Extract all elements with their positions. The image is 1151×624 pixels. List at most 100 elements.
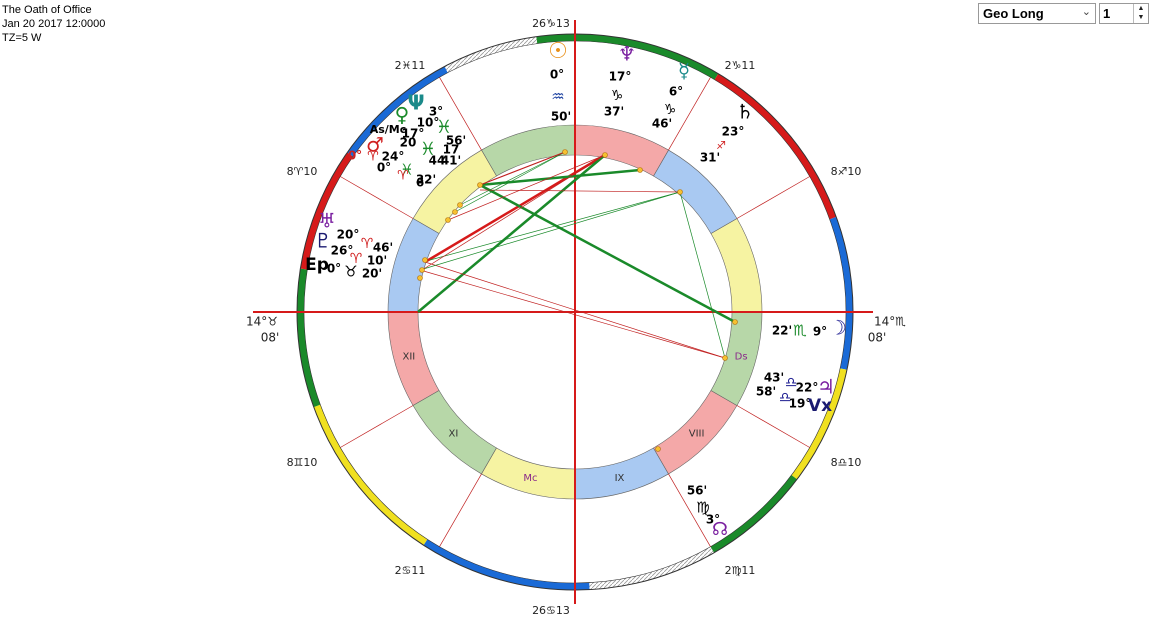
zodiac-segment — [710, 475, 798, 553]
planet-point — [562, 149, 568, 155]
cusp-line — [340, 405, 414, 448]
spinner-value: 1 — [1103, 6, 1111, 21]
planet-label: ♀ — [395, 103, 410, 127]
planet-label: ♑ — [611, 88, 624, 104]
house-segment — [710, 218, 763, 313]
asc-label: 14°♉ — [246, 315, 278, 329]
planet-label: 20° — [337, 228, 360, 242]
dsc-label: 14°♏ — [874, 315, 906, 329]
house-segment — [710, 311, 763, 406]
planet-point — [477, 182, 483, 188]
planet-label: 43' — [764, 371, 784, 385]
planet-label: 22° — [796, 381, 819, 395]
planet-label: 10' — [367, 254, 387, 268]
aspect-line — [679, 191, 726, 359]
cusp-line — [340, 176, 414, 219]
planet-point — [457, 202, 463, 208]
planet-label: 50' — [551, 110, 571, 124]
planet-point — [422, 257, 428, 263]
spinner[interactable]: 1 ▲ ▼ — [1099, 3, 1149, 24]
zodiac-segment — [829, 216, 853, 370]
planet-point — [722, 355, 728, 361]
house-segment — [387, 218, 440, 313]
asc-minutes: 08' — [261, 331, 280, 345]
chart-header: The Oath of Office Jan 20 2017 12:0000 T… — [2, 3, 105, 45]
planet-label: ☽ — [829, 316, 847, 340]
house-label: VIII — [689, 429, 705, 440]
planet-label: 56' — [446, 134, 466, 148]
planet-point — [602, 152, 608, 158]
planet-label: 22' — [772, 324, 792, 338]
planet-label: 9° — [813, 325, 827, 339]
dsc-minutes: 08' — [868, 331, 887, 345]
planet-label: 32' — [416, 173, 436, 187]
planet-label: ♉ — [344, 263, 357, 281]
house-segment — [574, 124, 669, 177]
planet-label: 20 — [400, 136, 417, 150]
cusp-label: 8♐10 — [831, 165, 862, 178]
planet-label: 6° — [669, 85, 683, 99]
planet-label: ♅ — [318, 209, 336, 233]
planet-label: 56' — [687, 484, 707, 498]
planet-label: 46' — [652, 117, 672, 131]
planet-label: ♇ — [314, 229, 332, 253]
house-segment — [412, 390, 497, 475]
cusp-label: 2♓11 — [395, 59, 426, 72]
house-segment — [653, 149, 738, 234]
planet-label: 37' — [604, 105, 624, 119]
aspect-line — [421, 154, 606, 271]
aspect-line — [459, 151, 566, 206]
zodiac-segment — [297, 268, 321, 408]
aspect-line — [479, 151, 566, 186]
planet-label: ♂ — [366, 133, 384, 157]
planet-label: 0° — [550, 68, 564, 82]
planet-label: 23° — [722, 125, 745, 139]
planet-label: ♐ — [716, 139, 726, 152]
cusp-label: 2♍11 — [725, 564, 756, 577]
planet-label: ♎ — [785, 375, 798, 391]
planet-label: ♆ — [618, 42, 636, 66]
zodiac-segment — [791, 368, 847, 480]
cusp-line — [439, 473, 482, 547]
planet-label: ☊ — [712, 519, 728, 540]
cusp-line — [736, 176, 810, 219]
zodiac-segment — [444, 36, 538, 73]
planet-label: ♈ — [350, 251, 363, 267]
planet-label: 17° — [609, 70, 632, 84]
planet-label: 6 — [416, 176, 424, 190]
aspect-line — [479, 189, 681, 193]
planet-point — [452, 209, 458, 215]
planet-label: ♏ — [793, 322, 807, 340]
planet-label: ♎ — [779, 390, 792, 406]
planet-label: 20' — [362, 267, 382, 281]
planet-label: 46' — [373, 241, 393, 255]
planet-label: 26° — [331, 244, 354, 258]
zodiac-segment — [423, 539, 590, 590]
dropdown-arrow[interactable]: ⌄ — [1081, 6, 1091, 18]
house-segment — [481, 124, 576, 177]
planet-label: Vx — [808, 396, 832, 416]
planet-point — [677, 189, 683, 195]
zodiac-segment — [714, 73, 837, 220]
house-segment — [481, 447, 576, 500]
planet-label: ♃ — [817, 375, 835, 399]
cusp-label: 26♋13 — [532, 604, 570, 617]
chart-title: The Oath of Office — [2, 4, 92, 16]
chart-timezone: TZ=5 W — [2, 32, 42, 44]
planet-point — [419, 267, 425, 273]
planet-label: ♓ — [436, 117, 452, 138]
spinner-buttons[interactable]: ▲ ▼ — [1133, 4, 1148, 23]
planet-label: As/Mc — [370, 123, 407, 136]
planet-label: ♒ — [551, 88, 564, 106]
planet-label: 3° — [429, 105, 443, 119]
zodiac-segment — [589, 546, 714, 590]
cusp-line — [668, 473, 711, 547]
planet-label: 44 — [429, 154, 446, 168]
coordinate-select[interactable]: Geo Long ⌄ — [978, 3, 1096, 24]
aspect-line — [479, 183, 736, 324]
aspect-line — [424, 153, 606, 264]
cusp-label: 8♈10 — [287, 165, 318, 178]
planet-label: ♈ — [361, 236, 374, 252]
planet-label: 24° — [382, 150, 405, 164]
